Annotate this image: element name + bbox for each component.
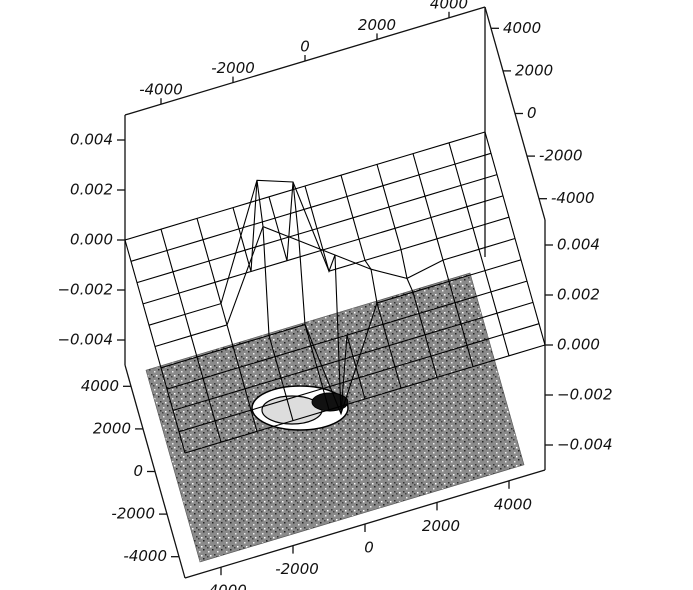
tick-label: 0 [300,38,310,56]
tick-label: -4000 [123,547,167,565]
tick-label: −0.002 [57,281,113,299]
tick-label: 4000 [430,0,468,12]
tick-label: −0.004 [557,436,613,454]
tick-label: -4000 [551,189,595,207]
tick-label: 0.004 [557,236,600,254]
tick-label: 4000 [494,495,532,513]
tick-label: 2000 [515,61,553,79]
tick-label: 2000 [358,16,396,34]
tick-label: 2000 [422,517,460,535]
contour-floor [146,273,524,562]
tick-label: 0.002 [557,286,600,304]
tick-label: -4000 [139,81,183,99]
tick-label: 2000 [93,419,131,437]
tick-label: 0 [527,104,537,122]
tick-label: 0 [364,539,374,557]
tick-label: -2000 [539,147,583,165]
tick-label: -4000 [203,582,247,590]
tick-label: 0.002 [70,181,113,199]
tick-label: -2000 [211,59,255,77]
tick-label: -2000 [275,560,319,578]
tick-label: −0.002 [557,386,613,404]
tick-label: 4000 [503,19,541,37]
tick-label: 0.004 [70,131,113,149]
surface-line [485,132,545,345]
tick-label: 0 [133,462,143,480]
chart: -4000 -4000 -2000 -2000 0 0 2000 2000 4000 4000 -4… [0,0,693,590]
tick-label: 4000 [81,377,119,395]
tick-label: 0.000 [557,336,600,354]
tick-label: -2000 [111,505,155,523]
tick-label: 0.000 [70,231,113,249]
surface-line [125,240,185,453]
tick-label: −0.004 [57,331,113,349]
